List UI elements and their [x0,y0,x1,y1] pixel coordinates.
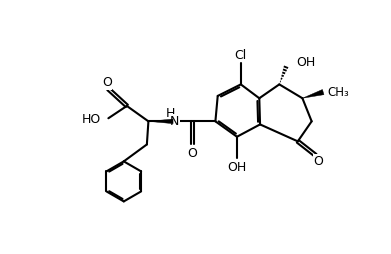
Text: H: H [165,107,175,120]
Text: O: O [102,76,112,89]
Text: OH: OH [296,56,316,69]
Text: O: O [314,155,323,168]
Polygon shape [302,89,324,98]
Text: O: O [187,147,197,160]
Polygon shape [149,119,173,124]
Text: CH₃: CH₃ [328,86,350,99]
Text: N: N [170,115,179,128]
Text: Cl: Cl [235,49,247,62]
Text: HO: HO [81,113,100,126]
Text: OH: OH [227,161,247,174]
